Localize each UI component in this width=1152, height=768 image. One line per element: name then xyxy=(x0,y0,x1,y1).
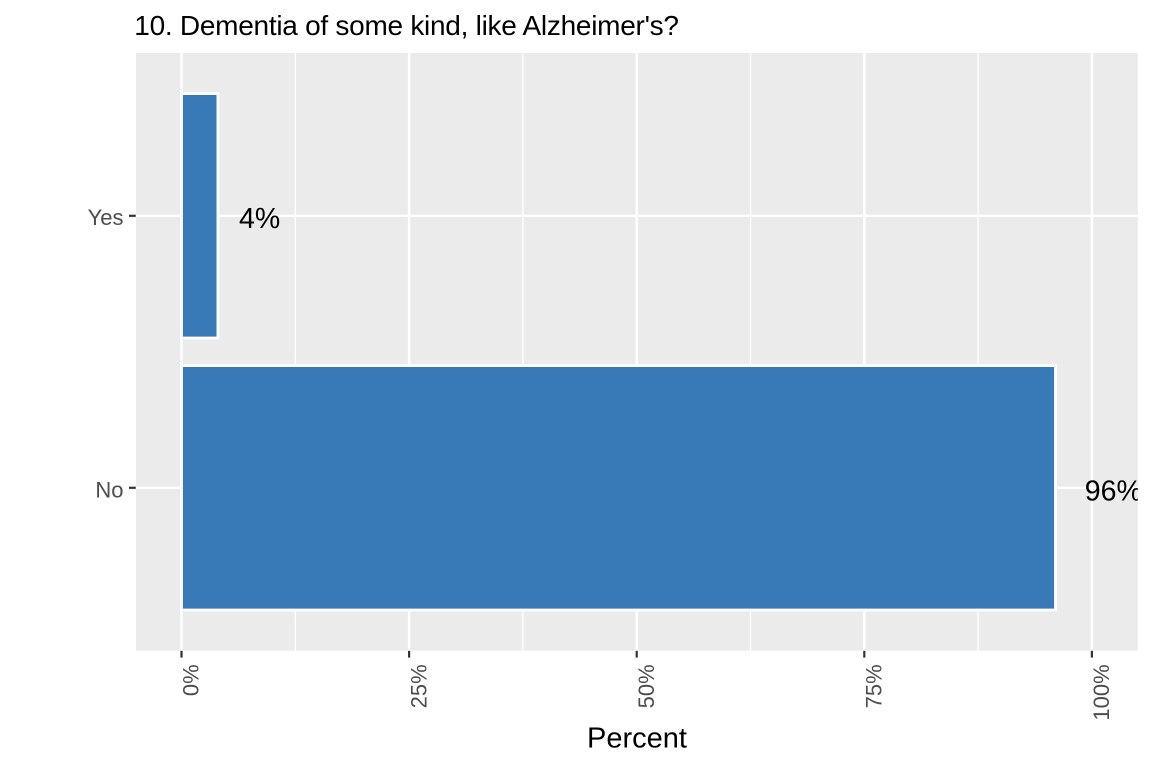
svg-text:75%: 75% xyxy=(862,664,887,708)
svg-text:25%: 25% xyxy=(406,664,431,708)
svg-text:4%: 4% xyxy=(239,203,280,235)
svg-text:No: No xyxy=(95,477,123,502)
svg-text:10. Dementia of some kind, lik: 10. Dementia of some kind, like Alzheime… xyxy=(134,10,678,41)
svg-text:100%: 100% xyxy=(1089,664,1114,720)
svg-text:50%: 50% xyxy=(634,664,659,708)
svg-text:Yes: Yes xyxy=(88,205,124,230)
svg-text:96%: 96% xyxy=(1085,475,1142,507)
svg-text:0%: 0% xyxy=(179,664,204,696)
svg-text:Percent: Percent xyxy=(587,723,687,755)
